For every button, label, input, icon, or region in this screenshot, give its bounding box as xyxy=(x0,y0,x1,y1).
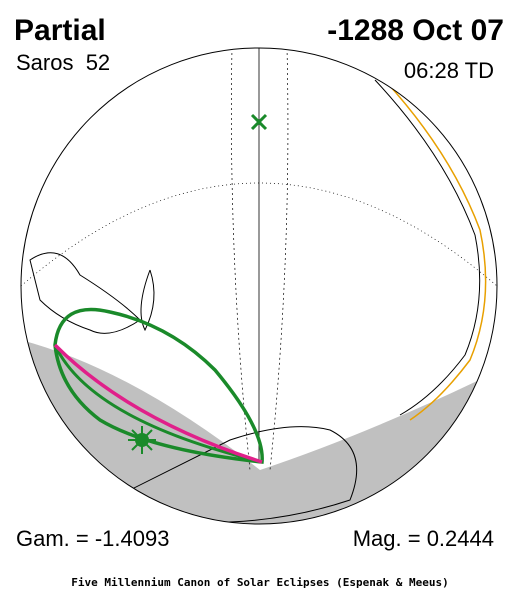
coastline xyxy=(374,79,481,416)
penumbra-limit xyxy=(53,344,263,464)
antarctica xyxy=(108,426,358,523)
magnitude: Mag. = 0.2444 xyxy=(353,526,494,551)
coastline xyxy=(379,74,487,421)
penumbra-limit xyxy=(53,307,264,464)
night-region xyxy=(21,335,497,524)
max-eclipse-line xyxy=(53,343,263,464)
credit: Five Millennium Canon of Solar Eclipses … xyxy=(71,576,449,589)
saros: Saros 52 xyxy=(16,50,110,75)
globe-outline xyxy=(20,47,498,525)
gamma: Gam. = -1.4093 xyxy=(16,526,169,551)
landmass xyxy=(140,269,155,332)
eclipse-date: -1288 Oct 07 xyxy=(327,14,504,47)
sub-solar-marker xyxy=(250,113,268,131)
time: 06:28 TD xyxy=(404,58,494,83)
globe-content xyxy=(21,48,497,524)
eclipse-type: Partial xyxy=(14,14,106,47)
greatest-eclipse-marker xyxy=(128,426,156,454)
